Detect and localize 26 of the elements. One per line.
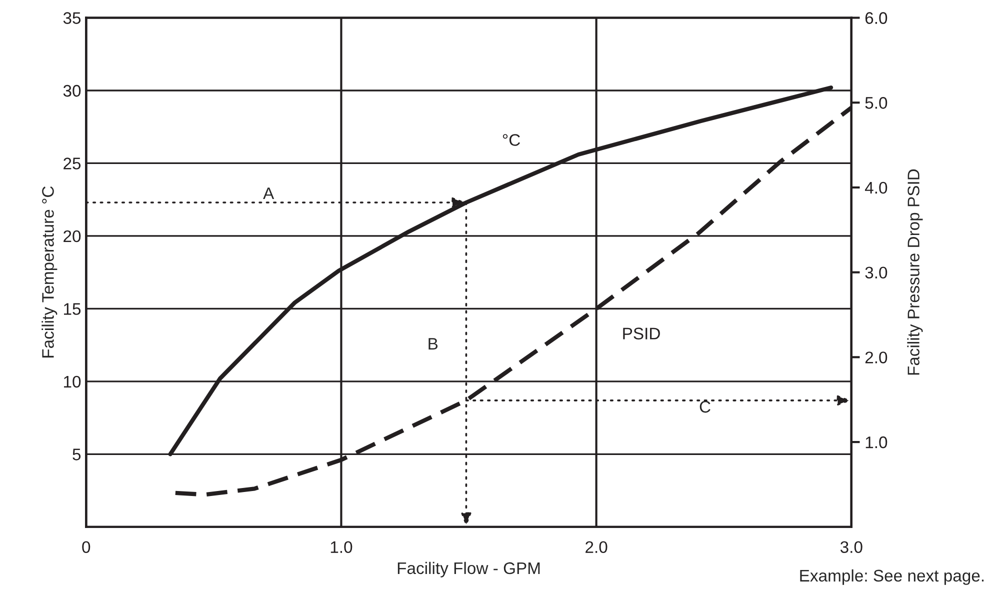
y-tick-label: 15 xyxy=(64,303,81,315)
x-tick-label: 3.0 xyxy=(840,541,862,554)
y2-tick-label: 4.0 xyxy=(864,182,888,194)
annotation: B xyxy=(428,338,438,350)
series-label: PSID xyxy=(623,328,660,340)
y2-tick-label: 6.0 xyxy=(865,12,888,24)
x-tick-label: 0 xyxy=(82,541,90,554)
y2-axis-title: Facility Pressure Drop PSID xyxy=(907,169,923,375)
series-label: °C xyxy=(502,134,520,146)
y2-tick-label: 3.0 xyxy=(865,266,888,279)
x-tick-label: 1.0 xyxy=(330,541,352,554)
y-tick-label: 10 xyxy=(64,376,81,388)
y2-tick-label: 2.0 xyxy=(865,352,888,364)
y-tick-label: 35 xyxy=(63,12,81,24)
y-axis-title: Facility Temperature °C xyxy=(42,186,58,358)
annotation: A xyxy=(263,188,274,200)
x-axis-title: Facility Flow - GPM xyxy=(398,562,540,578)
annotation: C xyxy=(700,400,710,413)
y-tick-label: 25 xyxy=(64,158,81,170)
y-tick-label: 20 xyxy=(64,230,81,242)
y2-tick-label: 5.0 xyxy=(865,97,888,109)
y-tick-label: 30 xyxy=(63,84,81,97)
text: Example: See next page. xyxy=(800,569,984,585)
y-tick-label: 5 xyxy=(72,448,81,460)
y2-tick-label: 1.0 xyxy=(866,436,888,448)
x-tick-label: 2.0 xyxy=(586,541,608,554)
